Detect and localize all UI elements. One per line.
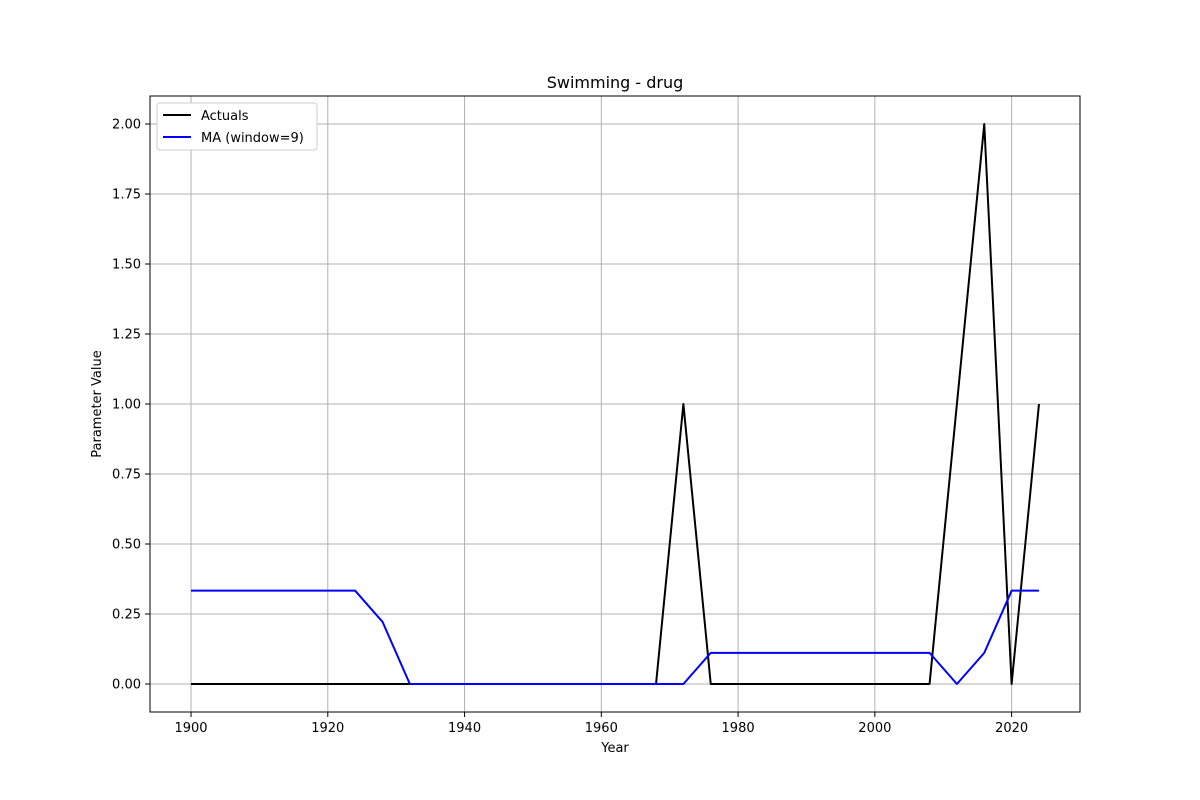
x-tick-label: 1900	[174, 721, 207, 736]
x-tick-label: 2020	[995, 721, 1028, 736]
x-tick-label: 1940	[448, 721, 481, 736]
x-tick-label: 1920	[311, 721, 344, 736]
chart-title: Swimming - drug	[547, 73, 684, 92]
y-tick-label: 2.00	[112, 118, 141, 133]
legend-box	[156, 102, 318, 151]
x-axis-label: Year	[600, 741, 629, 756]
legend: Actuals MA (window=9)	[156, 102, 318, 151]
legend-label-ma: MA (window=9)	[201, 131, 304, 146]
series-line-ma	[191, 589, 1039, 685]
y-tick-label: 0.50	[112, 538, 141, 553]
y-tick-label: 1.75	[112, 188, 141, 203]
x-tick-label: 1980	[722, 721, 755, 736]
x-tick-label: 2000	[858, 721, 891, 736]
y-tick-label: 0.25	[112, 608, 141, 623]
axis-ticks: 1900 1920 1940 1960 1980 2000 2020 0.00 0.25 0.50…	[112, 118, 1028, 737]
y-tick-label: 0.75	[112, 468, 141, 483]
y-tick-label: 1.50	[112, 258, 141, 273]
x-tick-label: 1960	[585, 721, 618, 736]
series-lines	[191, 123, 1040, 685]
y-tick-label: 1.00	[112, 398, 141, 413]
legend-label-actuals: Actuals	[201, 109, 249, 124]
y-axis-label: Parameter Value	[90, 350, 105, 457]
y-tick-label: 0.00	[112, 678, 141, 693]
y-tick-label: 1.25	[112, 328, 141, 343]
